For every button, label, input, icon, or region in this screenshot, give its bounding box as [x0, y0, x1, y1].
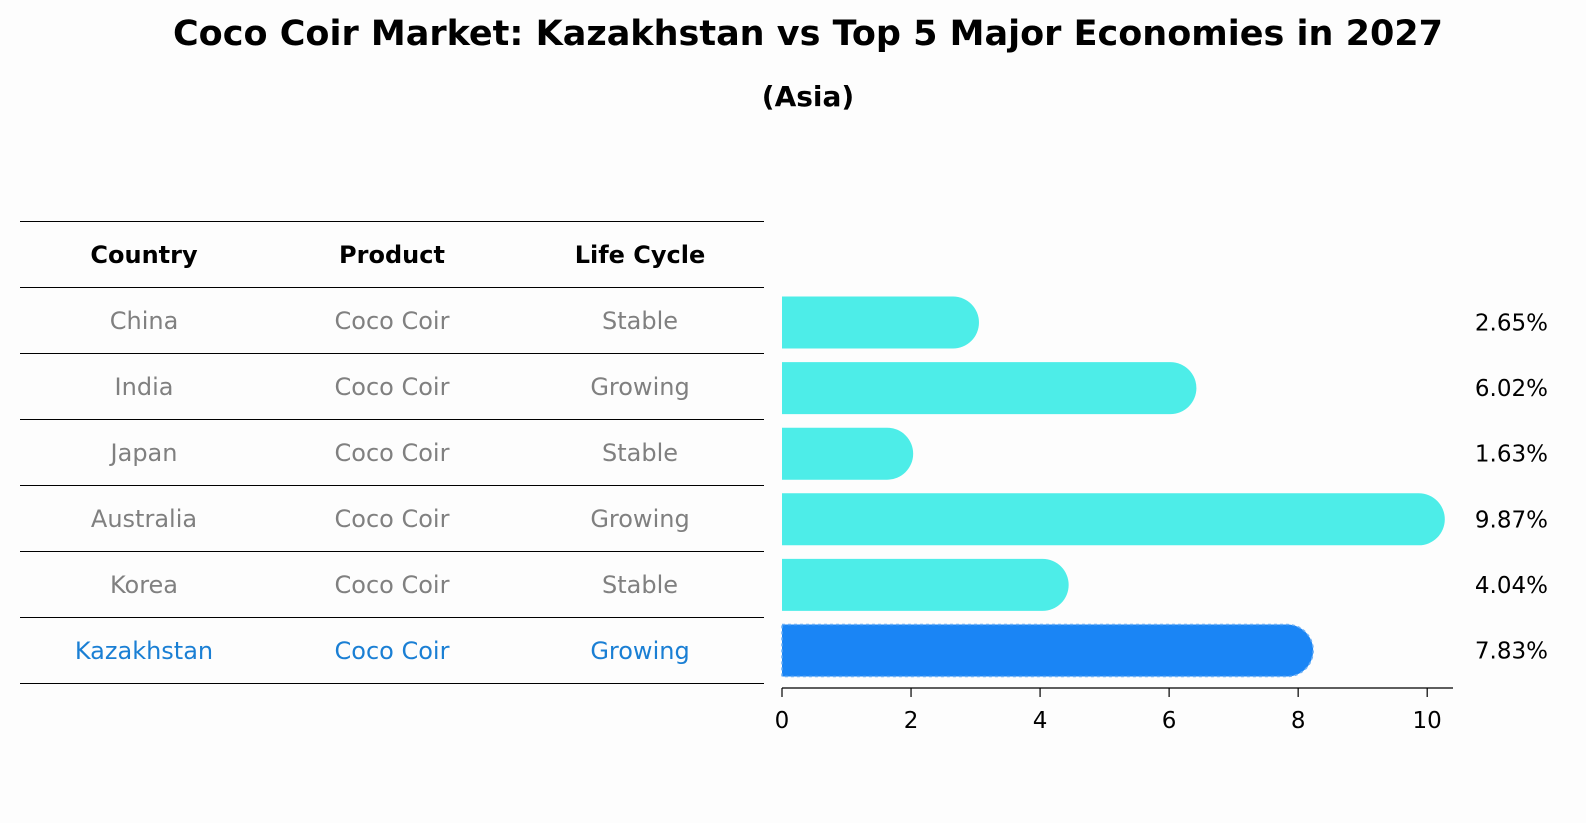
bar-korea: [782, 558, 1069, 611]
cell-product: Coco Coir: [268, 287, 516, 354]
table-row: Japan Coco Coir Stable: [20, 419, 764, 486]
cell-product: Coco Coir: [268, 485, 516, 552]
cell-country: Korea: [20, 551, 268, 618]
table-row: Korea Coco Coir Stable: [20, 551, 764, 618]
bar-kazakhstan: [781, 623, 1314, 678]
cell-life-cycle: Stable: [516, 287, 764, 354]
cell-country: Kazakhstan: [20, 617, 268, 684]
x-tick-label: 0: [775, 708, 790, 734]
cell-country: Japan: [20, 419, 268, 486]
table-row: Australia Coco Coir Growing: [20, 485, 764, 552]
header-product: Product: [268, 221, 516, 288]
cell-life-cycle: Growing: [516, 485, 764, 552]
table-header-row: Country Product Life Cycle: [20, 221, 764, 288]
cell-product: Coco Coir: [268, 353, 516, 420]
value-label: 2.65%: [1475, 311, 1548, 337]
value-label: 6.02%: [1475, 376, 1548, 402]
table-row: India Coco Coir Growing: [20, 353, 764, 420]
cell-product: Coco Coir: [268, 617, 516, 684]
x-tick-label: 6: [1162, 708, 1177, 734]
table-row-highlight: Kazakhstan Coco Coir Growing: [20, 617, 764, 684]
bar-india: [782, 362, 1197, 415]
x-tick-label: 2: [904, 708, 919, 734]
value-label: 4.04%: [1475, 573, 1548, 599]
header-life-cycle: Life Cycle: [516, 221, 764, 288]
x-tick-label: 4: [1033, 708, 1048, 734]
cell-country: China: [20, 287, 268, 354]
bar-china: [782, 296, 979, 349]
x-tick-label: 8: [1291, 708, 1306, 734]
bar-japan: [782, 427, 914, 480]
x-tick-label: 10: [1413, 708, 1442, 734]
value-label: 9.87%: [1475, 507, 1548, 533]
chart-subtitle: (Asia): [761, 80, 855, 113]
chart-title: Coco Coir Market: Kazakhstan vs Top 5 Ma…: [173, 14, 1443, 54]
value-label: 7.83%: [1475, 639, 1548, 665]
market-table: Country Product Life Cycle China Coco Co…: [20, 221, 764, 684]
value-label: 1.63%: [1475, 442, 1548, 468]
cell-country: Australia: [20, 485, 268, 552]
cell-life-cycle: Stable: [516, 551, 764, 618]
bar-australia: [782, 493, 1445, 546]
cell-life-cycle: Stable: [516, 419, 764, 486]
cell-country: India: [20, 353, 268, 420]
header-country: Country: [20, 221, 268, 288]
table-row: China Coco Coir Stable: [20, 287, 764, 354]
cell-life-cycle: Growing: [516, 617, 764, 684]
cell-product: Coco Coir: [268, 551, 516, 618]
cell-product: Coco Coir: [268, 419, 516, 486]
